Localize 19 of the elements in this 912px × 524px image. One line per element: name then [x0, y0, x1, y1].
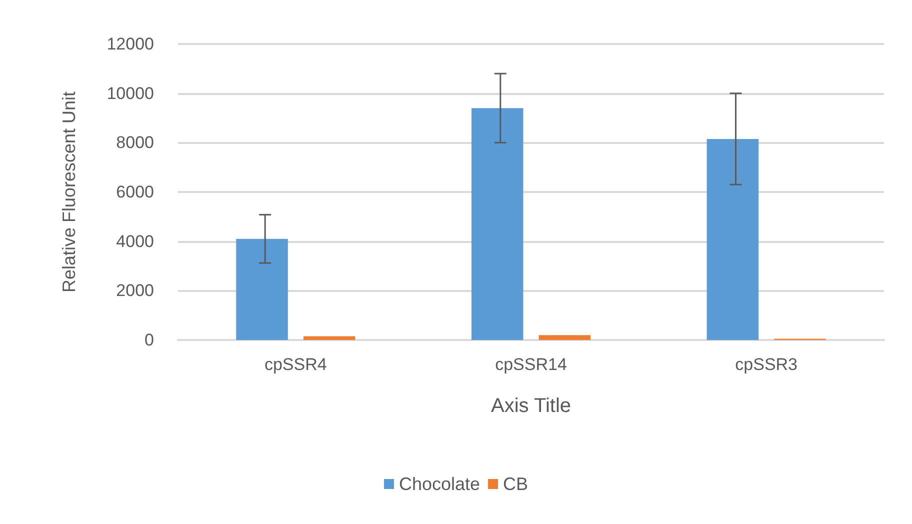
bar	[706, 138, 759, 340]
bar	[471, 108, 524, 340]
bar	[236, 238, 288, 340]
y-tick-label: 4000	[116, 232, 154, 251]
bar	[303, 336, 356, 340]
x-tick-label: cpSSR14	[495, 355, 567, 374]
y-tick-label: 6000	[116, 182, 154, 202]
legend-label: CB	[503, 474, 528, 494]
y-tick-label: 2000	[116, 281, 154, 300]
x-tick-label: cpSSR3	[735, 355, 798, 374]
y-tick-label: 10000	[106, 84, 154, 103]
x-tick-label: cpSSR4	[264, 355, 327, 374]
bar	[538, 335, 591, 340]
y-tick-label: 8000	[116, 133, 154, 152]
y-axis-title: Relative Fluorescent Unit	[59, 91, 79, 293]
y-tick-label: 0	[144, 330, 154, 350]
legend-label: Chocolate	[398, 474, 480, 494]
y-tick-label: 12000	[106, 34, 154, 54]
x-axis-title: Axis Title	[490, 395, 572, 417]
